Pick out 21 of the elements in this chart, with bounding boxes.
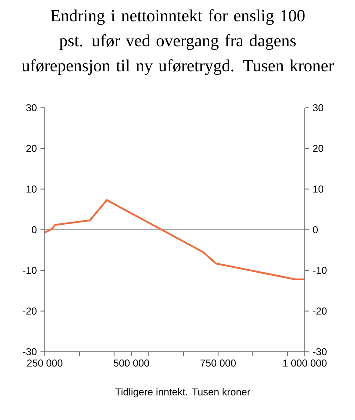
y-tick-label: 20	[26, 145, 37, 152]
y2-tick-label: -20	[313, 308, 327, 315]
y2-tick-label: -30	[313, 348, 327, 356]
y-tick-label: 0	[32, 226, 37, 234]
x-tick-label: 750 000	[200, 360, 236, 367]
x-axis-title: Tidligere inntekt. Tusen kroner	[116, 388, 250, 398]
y2-tick-label: 30	[313, 104, 324, 112]
y-tick-label: -20	[23, 308, 37, 315]
y2-tick-label: 20	[313, 145, 324, 152]
line-series	[45, 199, 305, 281]
y2-tick-label: -10	[313, 267, 327, 274]
chart-title: Endring i nettoinntekt for enslig 100 pst. ufør ved overgang fra dagens uførepensjon til ny uføretrygd. Tusen kroner	[22, 10, 334, 76]
y-tick-label: 10	[26, 186, 37, 193]
y2-tick-label: 10	[314, 186, 324, 193]
y-tick-label: -10	[23, 267, 37, 274]
y-tick-label: 30	[26, 104, 37, 112]
y-tick-label: -30	[23, 348, 37, 356]
y2-tick-label: 0	[313, 226, 318, 234]
x-tick-label: 250 000	[27, 360, 63, 367]
x-tick-label: 500 000	[114, 360, 150, 367]
x-tick-label: 1 000 000	[284, 360, 327, 367]
